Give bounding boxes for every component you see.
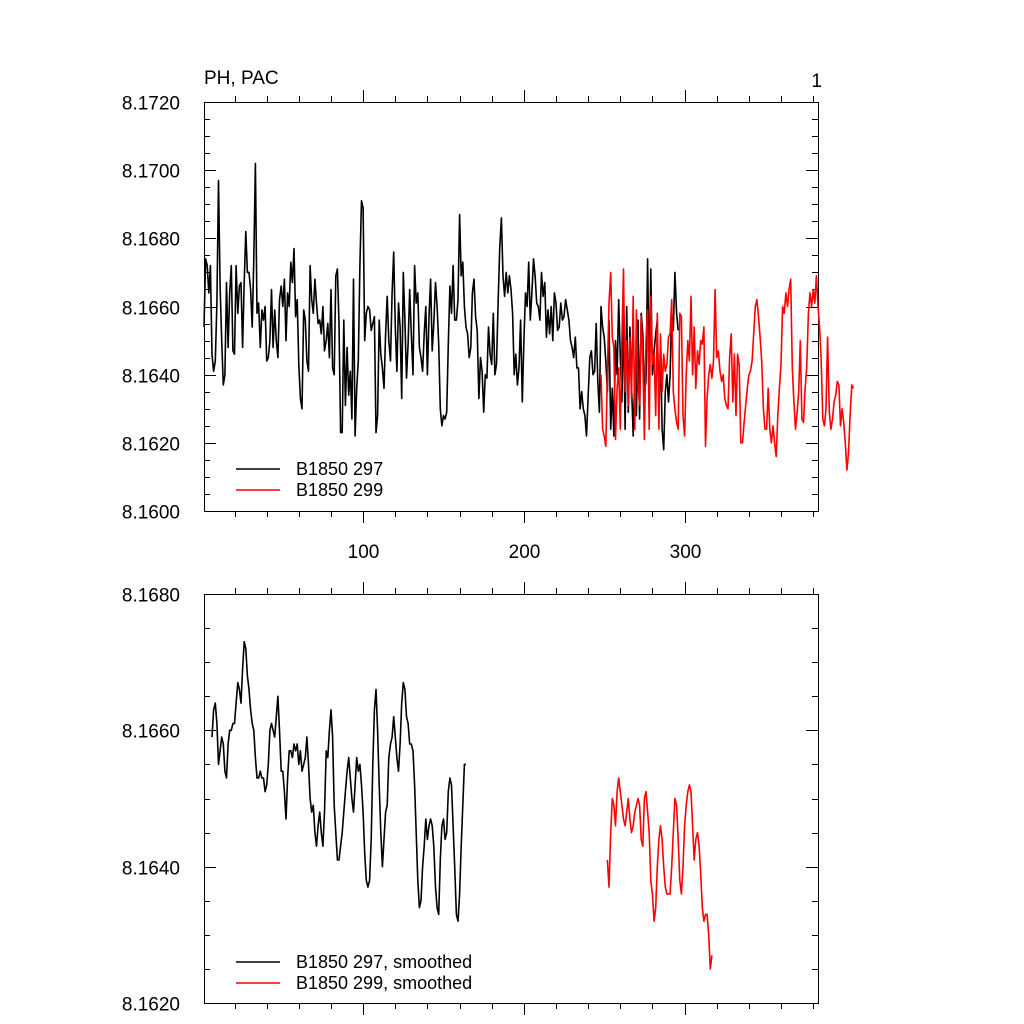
top-ytick-label: 8.1660 [122, 299, 180, 320]
top-legend-label: B1850 299 [296, 480, 383, 500]
top-ytick-label: 8.1600 [122, 503, 180, 524]
top-series-red-line [600, 268, 855, 471]
top-xtick-label: 100 [348, 542, 380, 563]
bottom-ytick-label: 8.1680 [122, 586, 180, 607]
bottom-ytick-label: 8.1620 [122, 995, 180, 1016]
bottom-series-black-line [211, 640, 466, 923]
top-series-black-line [203, 162, 679, 451]
top-xtick-label: 300 [670, 542, 702, 563]
bottom-legend-label: B1850 297, smoothed [296, 952, 472, 972]
bottom-panel: 8.1620 8.1640 8.1660 8.1680 B1850 297, smoot… [122, 582, 819, 1016]
top-ytick-label: 8.1680 [122, 230, 180, 251]
top-title-right: 1 [811, 71, 822, 92]
top-ytick-label: 8.1700 [122, 162, 180, 183]
top-ytick-label: 8.1620 [122, 435, 180, 456]
top-ytick-label: 8.1720 [122, 94, 180, 115]
top-panel: PH, PAC 1 8.1600 8.1620 8.1640 8.1660 8.1680… [122, 68, 855, 563]
top-title-left: PH, PAC [204, 68, 279, 89]
top-xtick-label: 200 [509, 542, 541, 563]
top-legend-label: B1850 297 [296, 459, 383, 479]
top-ytick-label: 8.1640 [122, 367, 180, 388]
bottom-ytick-label: 8.1660 [122, 722, 180, 743]
bottom-ytick-label: 8.1640 [122, 859, 180, 880]
bottom-plot-frame [204, 594, 819, 1004]
bottom-series-red-line [606, 777, 713, 970]
bottom-legend-label: B1850 299, smoothed [296, 973, 472, 993]
